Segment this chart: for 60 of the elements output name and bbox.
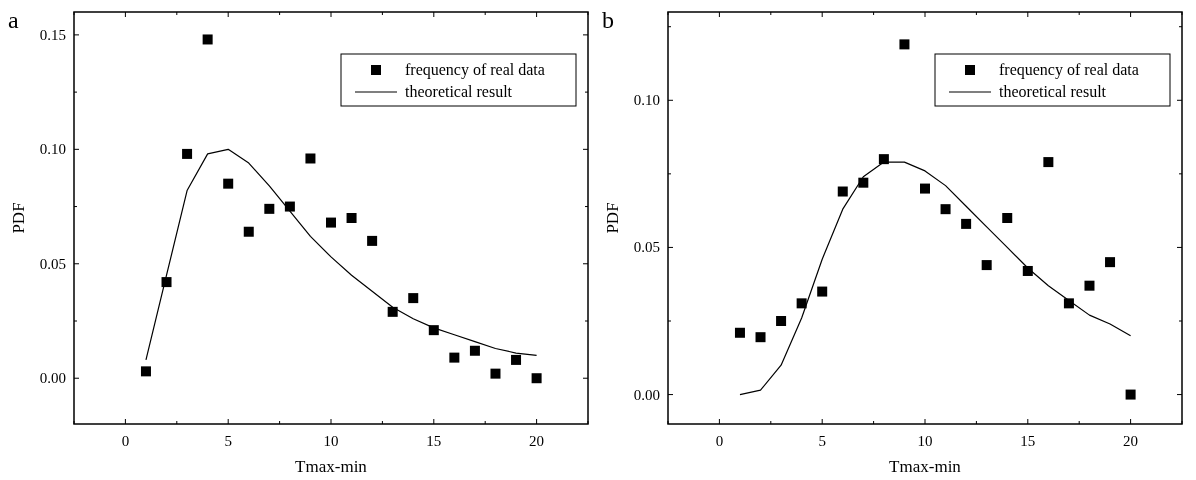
x-axis-title: Tmax-min [889, 457, 962, 476]
x-tick-label: 0 [121, 433, 130, 449]
x-tick-label: 5 [224, 433, 232, 449]
point [182, 148, 193, 159]
y-axis-title: PDF [603, 202, 622, 234]
x-tick-label: 10 [323, 433, 339, 449]
point [408, 293, 419, 304]
x-tick-label: 20 [1123, 433, 1139, 449]
y-tick-label: 0.15 [39, 26, 66, 43]
legend-label: theoretical result [999, 83, 1107, 100]
x-tick-label: 15 [426, 433, 442, 449]
y-tick-label: 0.10 [39, 141, 66, 158]
point [940, 204, 951, 215]
point [202, 34, 213, 45]
y-tick-label: 0.05 [633, 239, 660, 256]
point [837, 186, 848, 197]
y-tick-label: 0.00 [39, 370, 66, 387]
legend-label: frequency of real data [999, 61, 1139, 79]
y-tick-label: 0.00 [633, 386, 660, 403]
y-axis-title: PDF [9, 202, 28, 234]
point [796, 298, 807, 309]
point [734, 327, 745, 338]
text: a [8, 7, 19, 33]
point [387, 306, 398, 317]
point [264, 203, 275, 214]
text: b [602, 7, 614, 33]
x-tick-label: 15 [1020, 433, 1036, 449]
point [305, 153, 316, 164]
y-tick-label: 0.05 [39, 255, 66, 272]
point [1125, 389, 1136, 400]
point [140, 366, 151, 377]
y-tick-label: 0.10 [633, 92, 660, 109]
point [899, 39, 910, 50]
point [1043, 157, 1054, 168]
point [1002, 213, 1013, 223]
point [961, 218, 972, 229]
legend-label: frequency of real data [405, 61, 545, 79]
point [755, 332, 766, 343]
x-tick-label: 5 [818, 433, 826, 449]
point [223, 178, 234, 189]
x-axis-title: Tmax-min [295, 457, 368, 476]
legend-label: theoretical result [405, 83, 513, 100]
point [449, 352, 460, 363]
point [981, 260, 992, 271]
point [817, 286, 828, 297]
point [346, 213, 357, 223]
point [776, 316, 787, 326]
point [511, 354, 522, 365]
point [920, 183, 930, 194]
point [469, 345, 480, 356]
point [1084, 280, 1095, 291]
point [531, 373, 542, 384]
point [490, 368, 501, 379]
x-tick-label: 0 [715, 433, 724, 449]
point [1105, 257, 1116, 268]
point [243, 226, 254, 237]
x-tick-label: 20 [529, 433, 545, 449]
point [326, 217, 336, 228]
x-tick-label: 10 [917, 433, 933, 449]
point [367, 235, 378, 246]
